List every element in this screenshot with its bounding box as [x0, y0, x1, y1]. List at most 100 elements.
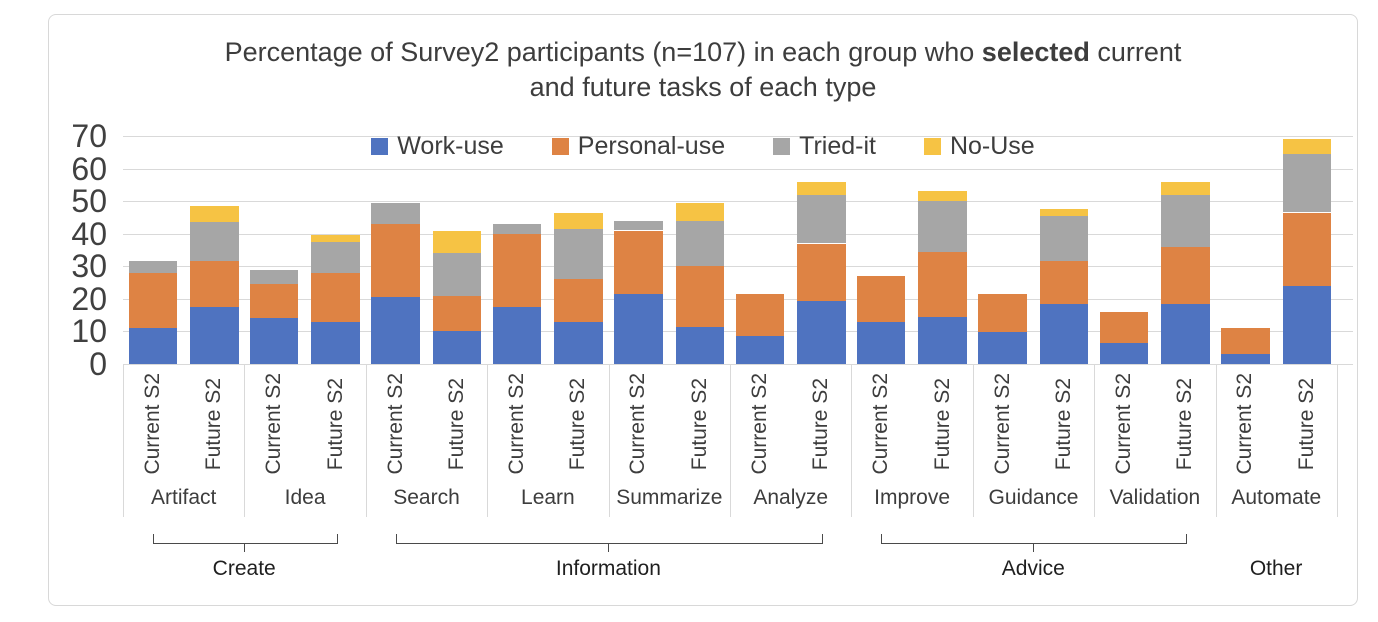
legend-swatch-icon	[923, 138, 941, 155]
x-bar-label-text: Current S2	[1233, 373, 1257, 475]
bar-segment-work-use	[311, 321, 360, 364]
bar-segment-work-use	[675, 326, 725, 364]
chart-title-line1: Percentage of Survey2 participants (n=10…	[49, 35, 1357, 70]
bar-segment-personal-use	[797, 243, 846, 301]
bar-segment-personal-use	[311, 272, 360, 322]
x-bar-label-text: Current S2	[869, 373, 893, 475]
bar-segment-tried-it	[554, 228, 603, 280]
x-bar-label: Future S2	[1277, 369, 1338, 479]
bar-segment-no-use	[1282, 139, 1332, 154]
bar-segment-work-use	[918, 316, 967, 364]
bar-segment-work-use	[554, 321, 603, 364]
bar-segment-work-use	[735, 336, 784, 364]
bar-segment-no-use	[1161, 181, 1210, 195]
bar-segment-work-use	[797, 300, 846, 364]
x-bar-label: Future S2	[427, 369, 488, 479]
bar-segment-work-use	[856, 321, 906, 364]
category-label-validation: Validation	[1109, 486, 1201, 509]
category-divider	[365, 365, 367, 517]
bar-segment-tried-it	[371, 202, 420, 224]
y-tick-label: 70	[71, 118, 107, 154]
y-tick-label: 20	[71, 280, 107, 317]
bar-segment-personal-use	[735, 294, 784, 337]
group-label-information: Information	[555, 557, 661, 580]
bar-segment-work-use	[978, 331, 1027, 364]
group-label-advice: Advice	[1001, 557, 1065, 580]
bar-segment-work-use	[190, 307, 239, 364]
x-bar-label: Future S2	[1034, 369, 1095, 479]
category-label-learn: Learn	[521, 486, 575, 509]
x-bar-label: Current S2	[244, 369, 305, 479]
bar-segment-no-use	[554, 212, 603, 229]
category-label-artifact: Artifact	[151, 486, 217, 509]
x-bar-label-text: Current S2	[504, 373, 528, 475]
bar-segment-no-use	[190, 206, 239, 223]
bar-segment-work-use	[1161, 303, 1210, 364]
legend-swatch-icon	[773, 138, 791, 155]
x-bar-label-text: Current S2	[747, 373, 771, 475]
bar-segment-personal-use	[1161, 246, 1210, 304]
title-bold-text: selected	[981, 37, 1090, 67]
legend-label: Tried-it	[799, 132, 876, 160]
bar-segment-tried-it	[311, 241, 360, 273]
x-bar-label: Current S2	[972, 369, 1033, 479]
bar-segment-tried-it	[797, 194, 846, 244]
chart-card: Percentage of Survey2 participants (n=10…	[48, 14, 1358, 606]
bar-segment-no-use	[432, 230, 482, 254]
x-bar-label-text: Future S2	[930, 377, 954, 471]
bar-segment-personal-use	[978, 294, 1027, 332]
bar-segment-tried-it	[1161, 194, 1210, 247]
x-bar-label-text: Current S2	[990, 373, 1014, 475]
bar-segment-no-use	[797, 181, 846, 195]
gridline-0	[123, 364, 1353, 365]
x-bar-label: Current S2	[487, 369, 548, 479]
bar-segment-personal-use	[190, 261, 239, 307]
group-bracket-tick	[244, 543, 246, 552]
category-label-improve: Improve	[874, 486, 951, 509]
x-bar-label-text: Future S2	[687, 377, 711, 471]
x-bar-label: Current S2	[123, 369, 184, 479]
group-bracket-tick	[608, 543, 610, 552]
x-bar-label: Future S2	[670, 369, 731, 479]
x-bar-label-text: Current S2	[626, 373, 650, 475]
x-bar-label-text: Future S2	[566, 377, 590, 471]
x-bar-label: Current S2	[851, 369, 912, 479]
bar-segment-work-use	[249, 318, 299, 364]
category-divider	[608, 365, 610, 517]
legend-label: Personal-use	[577, 132, 726, 160]
bar-segment-personal-use	[918, 251, 967, 317]
group-bracket-tick	[1033, 543, 1035, 552]
bar-segment-tried-it	[1282, 153, 1332, 213]
x-bar-label-text: Future S2	[1052, 377, 1076, 471]
category-divider	[730, 365, 731, 517]
x-bar-label: Current S2	[608, 369, 669, 479]
y-tick-label: 30	[71, 248, 107, 285]
legend-label: Work-use	[397, 132, 504, 160]
chart-title: Percentage of Survey2 participants (n=10…	[49, 35, 1357, 105]
x-bar-label-text: Future S2	[809, 377, 833, 471]
category-label-summarize: Summarize	[616, 486, 723, 509]
x-bar-label-text: Future S2	[1294, 377, 1318, 471]
bar-segment-work-use	[1099, 342, 1149, 364]
bar-segment-work-use	[1039, 303, 1089, 364]
category-divider	[851, 365, 853, 517]
legend-item-no-use: No-Use	[923, 132, 1035, 161]
bar-segment-tried-it	[190, 222, 239, 262]
category-label-search: Search	[393, 486, 460, 509]
legend-item-tried-it: Tried-it	[773, 132, 876, 161]
bar-segment-tried-it	[675, 220, 725, 267]
category-divider	[487, 365, 489, 517]
legend-item-personal-use: Personal-use	[551, 132, 726, 161]
category-divider	[1094, 365, 1096, 517]
x-bar-label: Future S2	[184, 369, 245, 479]
x-bar-label: Future S2	[305, 369, 366, 479]
x-bar-label-text: Current S2	[262, 373, 286, 475]
x-bar-label-text: Future S2	[202, 377, 226, 471]
category-divider	[1337, 365, 1338, 517]
bar-segment-no-use	[675, 202, 725, 221]
category-label-idea: Idea	[284, 486, 326, 509]
group-bracket-information	[395, 534, 824, 544]
group-label-create: Create	[212, 557, 276, 580]
y-tick-label: 60	[71, 150, 107, 187]
y-tick-label: 50	[71, 183, 107, 220]
